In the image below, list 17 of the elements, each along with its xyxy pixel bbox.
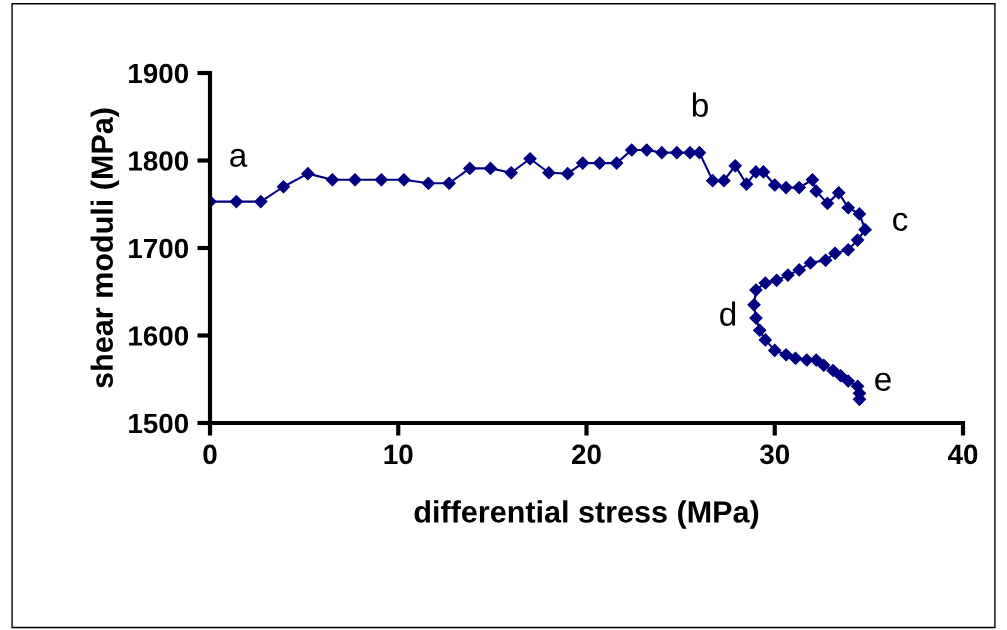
x-tick-label: 10 [384,444,413,465]
annotation: a [230,148,248,167]
annotation: c [893,212,908,231]
x-tick-label: 40 [947,444,978,465]
x-axis-title: differential stress (MPa) [414,500,759,529]
y-tick-label: 1500 [129,413,189,434]
annotation: d [720,301,736,326]
x-tick-label: 30 [759,444,790,465]
annotation: e [875,372,891,391]
y-tick-label: 1900 [129,63,189,84]
y-tick-label: 1700 [129,238,189,259]
x-tick-label: 20 [572,444,601,465]
y-axis-title: shear moduli (MPa) [90,108,120,388]
annotation: b [692,92,708,117]
y-tick-label: 1800 [129,151,189,171]
y-tick-label: 1600 [129,326,189,346]
x-tick-label: 0 [203,444,217,465]
